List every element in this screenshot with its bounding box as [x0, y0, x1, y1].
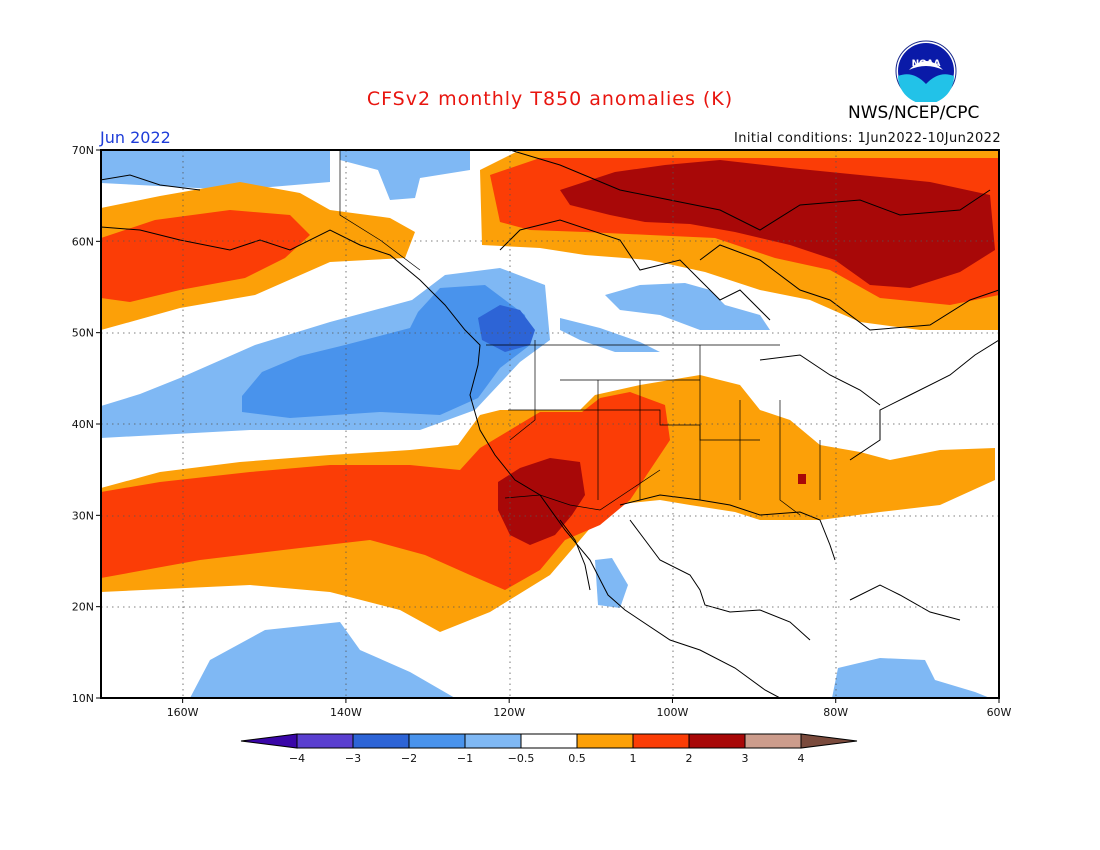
- initial-conditions-label: Initial conditions: 1Jun2022-10Jun2022: [734, 131, 1001, 146]
- graticule: [101, 150, 999, 698]
- anomaly-fill-plus-2: [498, 160, 995, 545]
- lon-tick-label: 80W: [823, 706, 848, 719]
- colorbar-label: 2: [686, 752, 693, 765]
- page-title: CFSv2 monthly T850 anomalies (K): [366, 88, 734, 110]
- colorbar-segment: [688, 733, 746, 749]
- colorbar-segment: [464, 733, 522, 749]
- period-label: Jun 2022: [100, 128, 171, 147]
- lat-tick-label: 60N: [72, 235, 94, 248]
- colorbar: −4 −3 −2 −1 −0.5 0.5 1 2 3 4: [240, 733, 858, 765]
- lon-tick-label: 160W: [167, 706, 199, 719]
- noaa-logo-icon: NOAA: [895, 40, 957, 102]
- anomaly-fill-minus-2: [242, 285, 530, 418]
- anomaly-fill-minus-3: [478, 305, 535, 352]
- colorbar-segment: [632, 733, 690, 749]
- colorbar-label: 4: [798, 752, 805, 765]
- colorbar-arrow-low: [240, 733, 298, 749]
- colorbar-segment: [296, 733, 354, 749]
- colorbar-label: −4: [289, 752, 305, 765]
- lon-tick-label: 120W: [493, 706, 525, 719]
- political-borders: [339, 150, 821, 516]
- colorbar-segment: [520, 733, 578, 749]
- lon-tick-label: 140W: [330, 706, 362, 719]
- lon-tick-label: 60W: [987, 706, 1012, 719]
- colorbar-label: −0.5: [508, 752, 535, 765]
- colorbar-segment: [352, 733, 410, 749]
- lat-tick-label: 40N: [72, 418, 94, 431]
- lat-tick-label: 30N: [72, 509, 94, 522]
- lon-tick-label: 100W: [657, 706, 689, 719]
- colorbar-arrow-high: [800, 733, 858, 749]
- colorbar-label: 3: [742, 752, 749, 765]
- colorbar-label: −3: [345, 752, 361, 765]
- colorbar-label: −2: [401, 752, 417, 765]
- colorbar-label: −1: [457, 752, 473, 765]
- colorbar-segment: [576, 733, 634, 749]
- latitude-axis: 70N 60N 50N 40N 30N 20N 10N: [72, 144, 101, 705]
- colorbar-segment: [744, 733, 802, 749]
- colorbar-label: 0.5: [568, 752, 586, 765]
- lat-tick-label: 10N: [72, 692, 94, 705]
- lat-tick-label: 50N: [72, 327, 94, 340]
- colorbar-segment: [408, 733, 466, 749]
- map-panel: [101, 150, 999, 698]
- lat-tick-label: 70N: [72, 144, 94, 157]
- agency-label: NWS/NCEP/CPC: [848, 103, 980, 123]
- longitude-axis: 160W 140W 120W 100W 80W 60W: [167, 698, 1012, 719]
- colorbar-label: 1: [630, 752, 637, 765]
- lat-tick-label: 20N: [72, 601, 94, 614]
- noaa-logo-text: NOAA: [912, 59, 941, 69]
